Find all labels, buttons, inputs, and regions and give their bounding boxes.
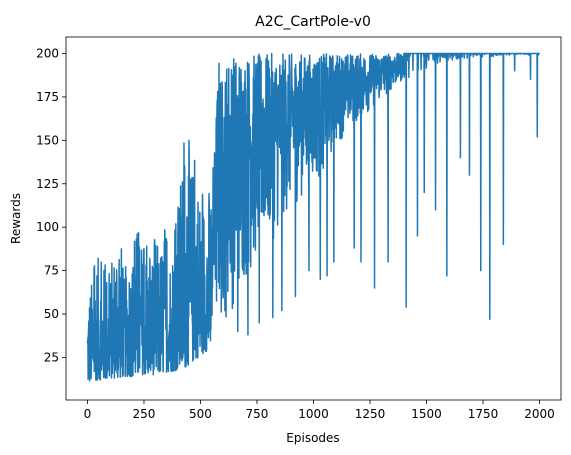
x-tick-label: 1000 — [298, 407, 329, 421]
y-tick-label: 150 — [36, 133, 59, 147]
x-axis: 0 250 500 750 1000 1250 1500 1750 2000 — [84, 400, 555, 421]
y-axis: 25 50 75 100 125 150 175 200 — [36, 47, 66, 365]
y-tick-label: 50 — [44, 307, 59, 321]
y-tick-label: 100 — [36, 220, 59, 234]
x-tick-label: 750 — [246, 407, 269, 421]
x-axis-label: Episodes — [286, 431, 339, 445]
y-tick-label: 25 — [44, 350, 59, 364]
y-tick-label: 175 — [36, 90, 59, 104]
x-tick-label: 500 — [189, 407, 212, 421]
x-tick-label: 1500 — [411, 407, 442, 421]
x-tick-label: 1750 — [468, 407, 499, 421]
y-tick-label: 125 — [36, 177, 59, 191]
y-tick-label: 75 — [44, 264, 59, 278]
rewards-line — [87, 54, 539, 381]
y-axis-label: Rewards — [9, 193, 23, 244]
x-tick-label: 1250 — [355, 407, 386, 421]
y-tick-label: 200 — [36, 47, 59, 61]
x-tick-label: 2000 — [524, 407, 555, 421]
chart-title: A2C_CartPole-v0 — [255, 14, 371, 30]
x-tick-label: 0 — [84, 407, 92, 421]
plot-area — [87, 54, 539, 381]
x-tick-label: 250 — [133, 407, 156, 421]
